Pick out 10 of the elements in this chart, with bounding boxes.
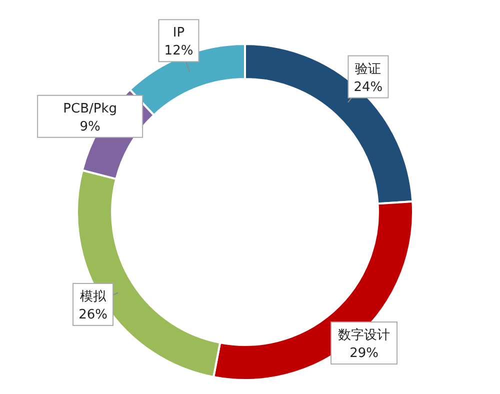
slice-label: PCB/Pkg	[63, 101, 117, 116]
data-label: 12%	[164, 44, 194, 59]
slice-label: 数字设计	[338, 327, 390, 344]
slice-label: 模拟	[80, 289, 108, 304]
data-label: 9%	[80, 119, 100, 134]
data-label: 26%	[78, 307, 108, 322]
data-label: 29%	[350, 346, 378, 362]
slice-label: 验证	[355, 62, 382, 77]
slice-label: IP	[172, 26, 185, 41]
data-label: 24%	[354, 80, 383, 95]
